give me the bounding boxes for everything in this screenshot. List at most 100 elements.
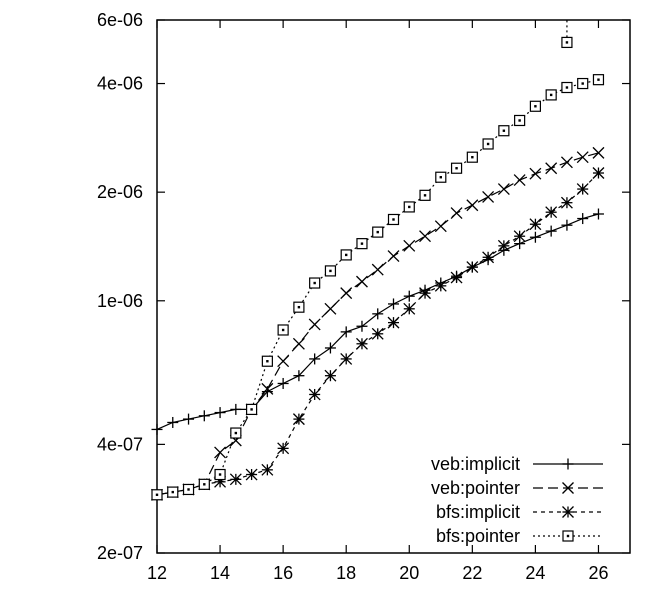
legend-label: veb:pointer	[431, 478, 520, 498]
series-veb-implicit	[151, 208, 604, 435]
marker-box-dot	[376, 230, 379, 234]
marker-cross	[513, 174, 526, 187]
marker-star	[292, 413, 305, 426]
marker-box-dot	[329, 269, 332, 273]
marker-box-dot	[187, 488, 190, 491]
legend-label: veb:implicit	[431, 454, 520, 474]
marker-box-dot	[518, 119, 521, 122]
legend-label: bfs:implicit	[436, 502, 520, 522]
legend-entry: veb:pointer	[431, 478, 603, 498]
marker-star	[261, 463, 274, 476]
marker-box-dot	[549, 93, 553, 97]
marker-box-dot	[360, 242, 364, 245]
marker-cross	[545, 162, 558, 175]
y-tick-label: 4e-07	[97, 434, 143, 454]
legend-label: bfs:pointer	[436, 526, 520, 546]
marker-cross	[371, 263, 384, 276]
marker-star	[308, 388, 321, 401]
marker-star	[562, 506, 574, 518]
marker-cross	[356, 275, 368, 288]
marker-star	[419, 287, 431, 300]
x-tick-label: 22	[462, 563, 482, 583]
x-tick-label: 16	[273, 563, 293, 583]
marker-box-dot	[502, 129, 506, 132]
legend-entry: bfs:implicit	[436, 502, 603, 522]
marker-cross	[261, 382, 274, 395]
marker-star	[387, 316, 400, 329]
marker-box-dot	[218, 473, 222, 476]
marker-cross	[576, 151, 589, 164]
marker-star	[403, 302, 416, 315]
series-bfs-pointer	[151, 20, 605, 501]
marker-star	[245, 468, 258, 481]
marker-box-dot	[171, 490, 174, 494]
marker-cross	[277, 355, 290, 368]
y-tick-label: 2e-06	[97, 182, 143, 202]
marker-box-dot	[455, 167, 458, 170]
marker-cross	[340, 287, 353, 300]
marker-star	[371, 327, 384, 340]
marker-box-dot	[486, 142, 490, 146]
marker-cross	[434, 220, 447, 233]
series-line	[156, 152, 599, 496]
marker-cross	[214, 446, 227, 459]
x-tick-label: 18	[336, 563, 356, 583]
marker-star	[324, 369, 337, 382]
marker-star	[482, 251, 495, 264]
x-tick-label: 24	[525, 563, 545, 583]
x-tick-label: 26	[588, 563, 608, 583]
marker-box-dot	[439, 176, 442, 179]
marker-star	[576, 183, 589, 196]
marker-box-dot	[565, 86, 569, 89]
x-tick-label: 12	[147, 563, 167, 583]
marker-star	[434, 279, 447, 292]
marker-star	[560, 196, 573, 209]
marker-star	[340, 352, 353, 365]
plot-frame	[156, 19, 631, 554]
series-line	[156, 213, 599, 430]
marker-box-dot	[234, 431, 238, 435]
marker-star	[356, 337, 368, 350]
marker-box-dot	[250, 408, 253, 411]
marker-cross	[529, 167, 542, 180]
marker-cross	[308, 318, 321, 331]
y-tick-label: 1e-06	[97, 291, 143, 311]
legend-entry: bfs:pointer	[436, 526, 603, 546]
marker-cross	[482, 190, 495, 203]
marker-box-dot	[597, 78, 600, 81]
marker-box-dot	[266, 360, 269, 363]
marker-cross	[387, 250, 400, 263]
y-tick-label: 6e-06	[97, 10, 143, 30]
marker-box-dot	[408, 205, 411, 209]
marker-box-dot	[392, 218, 395, 221]
marker-cross	[419, 230, 431, 243]
marker-star	[229, 473, 242, 486]
x-tick-label: 14	[210, 563, 230, 583]
y-tick-label: 4e-06	[97, 74, 143, 94]
marker-cross	[560, 156, 573, 169]
marker-star	[592, 167, 605, 179]
legend: veb:implicit veb:pointer bfs:implicit bfs:p…	[431, 454, 603, 546]
marker-cross	[403, 239, 416, 252]
marker-star	[466, 261, 479, 274]
marker-star	[513, 230, 526, 243]
marker-cross	[450, 207, 463, 220]
marker-star	[497, 239, 510, 252]
marker-box-dot	[566, 534, 570, 538]
series-veb-pointer	[151, 146, 605, 501]
marker-cross	[324, 302, 337, 315]
y-tick-label: 2e-07	[97, 543, 143, 563]
marker-box-dot	[345, 253, 348, 257]
series-line	[156, 79, 599, 496]
marker-cross	[497, 183, 510, 196]
plot-area: 12 14 16 18 20 22 24 26 2e-07 4e-07 1e-06 2e-06 4e-0…	[97, 10, 631, 583]
x-tick-label: 20	[399, 563, 419, 583]
legend-entry: veb:implicit	[431, 454, 603, 474]
marker-box-dot	[423, 194, 427, 197]
marker-box-dot	[471, 155, 474, 159]
marker-star	[450, 271, 463, 284]
marker-box-dot	[313, 281, 316, 285]
marker-cross	[292, 337, 305, 350]
marker-star	[529, 218, 542, 231]
